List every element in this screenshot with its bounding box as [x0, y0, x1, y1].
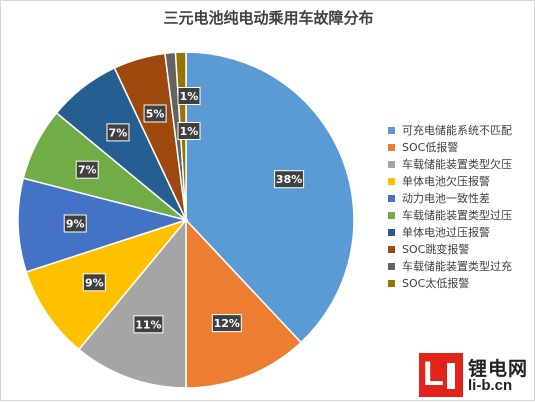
pie-data-label: 11%: [133, 315, 164, 334]
legend-swatch: [388, 246, 395, 253]
legend-item: 单体电池过压报警: [388, 224, 512, 241]
logo-bar: [447, 363, 455, 389]
legend-swatch: [388, 127, 395, 134]
legend-label: SOC跳变报警: [402, 243, 470, 256]
legend-swatch: [388, 144, 395, 151]
legend-item: 车载储能装置类型过充: [388, 258, 512, 275]
pie-data-label: 1%: [177, 87, 201, 105]
legend-item: 动力电池一致性差: [388, 190, 512, 207]
pie-data-labels: 38% 12% 11% 9% 9% 7% 7% 5% 1% 1%: [63, 87, 305, 334]
svg-text:5%: 5%: [146, 108, 165, 121]
legend-item: 可充电储能系统不匹配: [388, 122, 512, 139]
legend-swatch: [388, 229, 395, 236]
legend-label: 单体电池欠压报警: [402, 175, 490, 188]
legend-swatch: [388, 178, 395, 185]
pie-data-label: 7%: [106, 123, 130, 142]
pie-data-label: 7%: [75, 160, 99, 179]
pie-data-label: 9%: [63, 214, 87, 233]
logo-mark: L: [419, 353, 463, 397]
pie-slice: [77, 217, 187, 389]
legend-item: SOC太低报警: [388, 275, 512, 292]
legend-label: SOC太低报警: [402, 277, 470, 290]
lib-cn-logo: L 锂电网 li-b.cn: [419, 353, 535, 401]
svg-text:11%: 11%: [135, 318, 161, 331]
svg-text:9%: 9%: [66, 218, 85, 231]
legend-swatch: [388, 212, 395, 219]
pie-slice: [25, 218, 189, 351]
logo-url: li-b.cn: [468, 377, 513, 394]
legend-label: 车载储能装置类型过压: [402, 209, 512, 222]
svg-text:38%: 38%: [276, 173, 302, 186]
legend-swatch: [388, 280, 395, 287]
legend-item: 车载储能装置类型过压: [388, 207, 512, 224]
legend-label: 车载储能装置类型过充: [402, 260, 512, 273]
svg-text:1%: 1%: [180, 90, 199, 103]
svg-text:1%: 1%: [180, 125, 199, 138]
pie-data-label: 5%: [143, 104, 167, 123]
pie-data-label: 38%: [274, 170, 305, 189]
pie-data-label: 9%: [82, 273, 106, 292]
svg-text:7%: 7%: [78, 164, 97, 177]
svg-text:12%: 12%: [214, 317, 240, 330]
legend-label: 车载储能装置类型欠压: [402, 158, 512, 171]
pie-slice: [17, 177, 189, 273]
legend-swatch: [388, 161, 395, 168]
legend-item: SOC跳变报警: [388, 241, 512, 258]
legend-label: 可充电储能系统不匹配: [402, 124, 512, 137]
legend-swatch: [388, 195, 395, 202]
svg-text:9%: 9%: [85, 276, 104, 289]
pie-data-label: 12%: [211, 314, 242, 333]
legend-item: SOC低报警: [388, 139, 512, 156]
legend-item: 单体电池欠压报警: [388, 173, 512, 190]
svg-text:7%: 7%: [109, 126, 128, 139]
logo-name: 锂电网: [468, 358, 529, 380]
pie-data-label: 1%: [177, 122, 201, 140]
legend-swatch: [388, 263, 395, 270]
legend-label: 动力电池一致性差: [402, 192, 490, 205]
chart-legend: 可充电储能系统不匹配 SOC低报警车载储能装置类型欠压 单体电池欠压报警 动力电池一致…: [388, 122, 512, 292]
legend-item: 车载储能装置类型欠压: [388, 156, 512, 173]
legend-label: SOC低报警: [402, 141, 459, 154]
pie-slice: [185, 218, 303, 389]
pie-slice: [185, 51, 355, 344]
legend-label: 单体电池过压报警: [402, 226, 490, 239]
pie-slices: [17, 51, 355, 389]
logo-initial: L: [423, 355, 444, 393]
chart-title: 三元电池纯电动乘用车故障分布: [163, 9, 374, 27]
